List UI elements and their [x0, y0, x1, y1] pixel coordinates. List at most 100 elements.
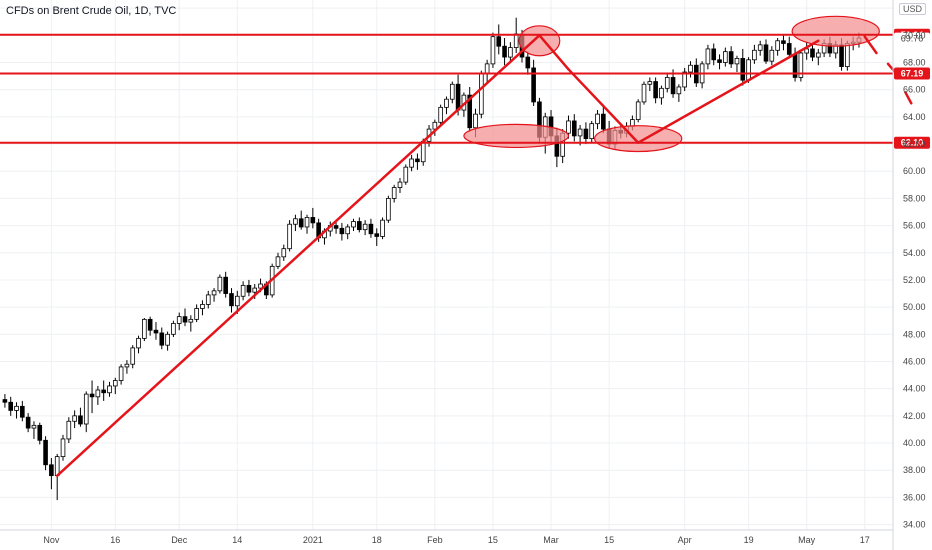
candle-body	[49, 464, 54, 477]
y-tick-label: 54.00	[903, 248, 926, 258]
x-tick-label: May	[798, 535, 816, 545]
candle	[757, 40, 763, 56]
candle	[205, 290, 211, 309]
y-tick-label: 44.00	[903, 384, 926, 394]
candle	[31, 421, 37, 439]
candle	[432, 119, 438, 136]
candle-body	[188, 318, 194, 323]
candle-body	[339, 227, 345, 235]
last-price-tag	[894, 32, 930, 45]
candle	[601, 104, 606, 134]
candle	[339, 222, 345, 241]
highlight-ellipse	[594, 125, 683, 153]
candle	[136, 335, 141, 354]
candle	[444, 96, 449, 115]
candle	[484, 59, 490, 83]
candle-body	[25, 416, 31, 429]
highlight-ellipse	[791, 15, 880, 47]
projection-dash	[904, 91, 913, 105]
candle	[194, 304, 199, 323]
candle	[293, 214, 298, 232]
candle	[781, 33, 786, 51]
candle-body	[2, 399, 8, 403]
candle	[664, 73, 670, 93]
candle-body	[752, 49, 757, 61]
candle-body	[200, 304, 205, 309]
candle-body	[107, 385, 112, 394]
candle	[147, 316, 153, 336]
candle-body	[409, 158, 414, 168]
price-axis[interactable]: 72.0070.0068.0066.0064.0062.0060.0058.00…	[892, 0, 926, 550]
candle-body	[31, 424, 37, 429]
candle-body	[845, 43, 850, 67]
candle-body	[757, 44, 763, 51]
candle	[298, 210, 304, 230]
candle	[60, 434, 66, 461]
candle-body	[83, 393, 89, 425]
candle-body	[43, 439, 48, 466]
candle-body	[287, 223, 292, 250]
candle-body	[734, 58, 740, 65]
time-axis[interactable]: Nov 16 Dec 14 2021 18 Feb 15 Mar 15 Apr 19 May 17	[0, 529, 893, 545]
candle-body	[473, 113, 478, 129]
candle	[380, 217, 385, 240]
candle-body	[293, 218, 298, 225]
candle-body	[659, 87, 664, 99]
candle	[723, 47, 728, 67]
candle-body	[397, 181, 403, 188]
candle-body	[258, 283, 263, 289]
x-tick-label: Apr	[678, 535, 692, 545]
candle-body	[78, 415, 83, 425]
candle-body	[37, 424, 43, 441]
candle-body	[205, 294, 211, 305]
candle	[403, 164, 409, 185]
candle	[740, 48, 746, 86]
candle-body	[449, 83, 455, 100]
candle-body	[670, 77, 676, 95]
level-price-tag	[894, 67, 930, 80]
trend-line	[55, 34, 541, 477]
candle	[211, 288, 217, 302]
y-tick-label: 62.00	[903, 139, 926, 149]
candle-body	[740, 58, 746, 81]
candle-body	[583, 128, 589, 140]
candle	[508, 42, 513, 63]
candle	[200, 300, 205, 316]
candle-body	[362, 223, 368, 231]
candle-body	[171, 323, 176, 335]
candle	[345, 224, 351, 240]
candle	[595, 110, 600, 130]
candle	[8, 396, 14, 416]
candle-body	[310, 217, 316, 224]
candle	[734, 55, 740, 73]
candle	[386, 195, 391, 223]
candle	[25, 413, 31, 433]
candle	[2, 394, 8, 408]
grid-lines	[0, 0, 893, 530]
candle	[165, 331, 170, 351]
trend-lines	[55, 34, 913, 477]
candle-body	[60, 438, 66, 458]
candle-body	[380, 219, 385, 237]
candle-body	[89, 393, 95, 398]
currency-badge[interactable]: USD	[898, 3, 926, 15]
candle-body	[595, 113, 600, 125]
candle-body	[688, 64, 693, 73]
candle	[89, 380, 95, 414]
y-tick-label: 46.00	[903, 356, 926, 366]
candle	[72, 410, 77, 429]
y-tick-label: 38.00	[903, 465, 926, 475]
candle	[240, 281, 246, 301]
candle	[281, 244, 287, 261]
candle	[786, 36, 792, 59]
candle-body	[571, 120, 577, 137]
y-tick-label: 40.00	[903, 438, 926, 448]
candle-body	[723, 51, 728, 63]
candle-body	[194, 308, 199, 320]
x-tick-label: 19	[744, 535, 754, 545]
candle	[14, 402, 19, 419]
candle-body	[386, 198, 391, 221]
candle	[496, 24, 502, 55]
